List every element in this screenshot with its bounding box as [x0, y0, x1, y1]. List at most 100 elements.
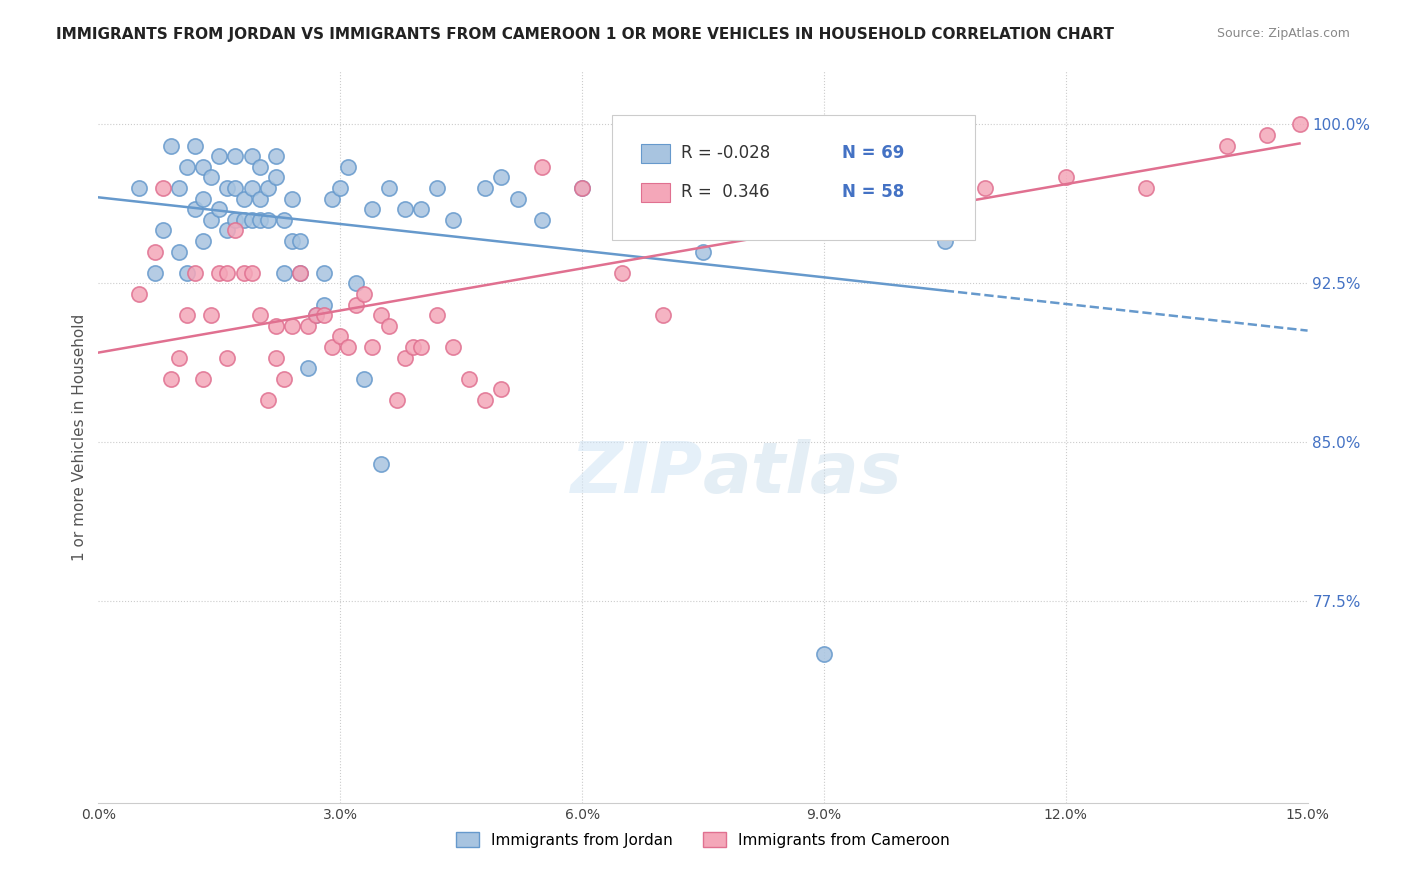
Point — [249, 308, 271, 322]
Point — [200, 308, 222, 322]
Point — [321, 340, 343, 354]
Point — [160, 138, 183, 153]
Point — [571, 181, 593, 195]
Point — [176, 266, 198, 280]
Point — [152, 181, 174, 195]
Point — [128, 181, 150, 195]
Point — [193, 234, 215, 248]
Point — [813, 648, 835, 662]
Point — [264, 318, 287, 333]
Point — [409, 202, 432, 216]
Point — [288, 266, 311, 280]
Point — [256, 212, 278, 227]
Point — [232, 266, 254, 280]
Point — [612, 212, 634, 227]
Point — [256, 181, 278, 195]
Point — [571, 181, 593, 195]
Point — [377, 181, 399, 195]
Point — [176, 160, 198, 174]
Point — [370, 308, 392, 322]
Point — [458, 372, 481, 386]
Point — [297, 318, 319, 333]
Point — [305, 308, 328, 322]
Point — [1216, 138, 1239, 153]
Point — [1054, 170, 1077, 185]
Point — [426, 308, 449, 322]
Point — [441, 340, 464, 354]
Point — [530, 212, 553, 227]
Text: IMMIGRANTS FROM JORDAN VS IMMIGRANTS FROM CAMEROON 1 OR MORE VEHICLES IN HOUSEHO: IMMIGRANTS FROM JORDAN VS IMMIGRANTS FRO… — [56, 27, 1114, 42]
Point — [974, 181, 997, 195]
Text: R = -0.028: R = -0.028 — [682, 145, 770, 162]
Point — [772, 181, 794, 195]
Point — [240, 266, 263, 280]
Point — [184, 138, 207, 153]
Point — [224, 223, 246, 237]
Point — [893, 223, 915, 237]
Point — [314, 297, 336, 311]
Point — [256, 392, 278, 407]
Point — [217, 266, 239, 280]
Point — [193, 192, 215, 206]
Point — [208, 149, 231, 163]
Point — [240, 212, 263, 227]
Point — [200, 212, 222, 227]
Point — [329, 181, 352, 195]
Point — [224, 149, 246, 163]
Point — [1288, 117, 1310, 131]
Point — [893, 181, 915, 195]
Point — [491, 170, 513, 185]
Point — [530, 160, 553, 174]
Point — [273, 266, 295, 280]
Point — [344, 297, 367, 311]
Point — [249, 212, 271, 227]
Point — [200, 170, 222, 185]
Point — [321, 192, 343, 206]
Point — [281, 318, 304, 333]
Point — [288, 266, 311, 280]
Point — [217, 223, 239, 237]
Point — [733, 192, 755, 206]
Point — [217, 351, 239, 365]
Point — [394, 351, 416, 365]
Point — [232, 212, 254, 227]
Point — [193, 160, 215, 174]
Point — [402, 340, 425, 354]
Point — [184, 266, 207, 280]
Point — [651, 181, 673, 195]
FancyBboxPatch shape — [641, 183, 671, 202]
Point — [240, 149, 263, 163]
Point — [377, 318, 399, 333]
Point — [474, 181, 496, 195]
Point — [314, 308, 336, 322]
Point — [337, 160, 360, 174]
Point — [612, 266, 634, 280]
Point — [264, 351, 287, 365]
Point — [264, 170, 287, 185]
Point — [167, 351, 190, 365]
Point — [314, 266, 336, 280]
Point — [167, 244, 190, 259]
Point — [1256, 128, 1278, 142]
Point — [217, 181, 239, 195]
Point — [160, 372, 183, 386]
Point — [281, 192, 304, 206]
Point — [934, 234, 956, 248]
Point — [853, 170, 876, 185]
Text: atlas: atlas — [703, 439, 903, 508]
Text: ZIP: ZIP — [571, 439, 703, 508]
Point — [193, 372, 215, 386]
Point — [426, 181, 449, 195]
Point — [288, 234, 311, 248]
Point — [1135, 181, 1157, 195]
Text: Source: ZipAtlas.com: Source: ZipAtlas.com — [1216, 27, 1350, 40]
Point — [249, 192, 271, 206]
Point — [370, 457, 392, 471]
FancyBboxPatch shape — [613, 115, 976, 240]
FancyBboxPatch shape — [641, 144, 671, 163]
Point — [385, 392, 408, 407]
Point — [208, 202, 231, 216]
Point — [232, 192, 254, 206]
Point — [176, 308, 198, 322]
Text: N = 58: N = 58 — [842, 183, 904, 201]
